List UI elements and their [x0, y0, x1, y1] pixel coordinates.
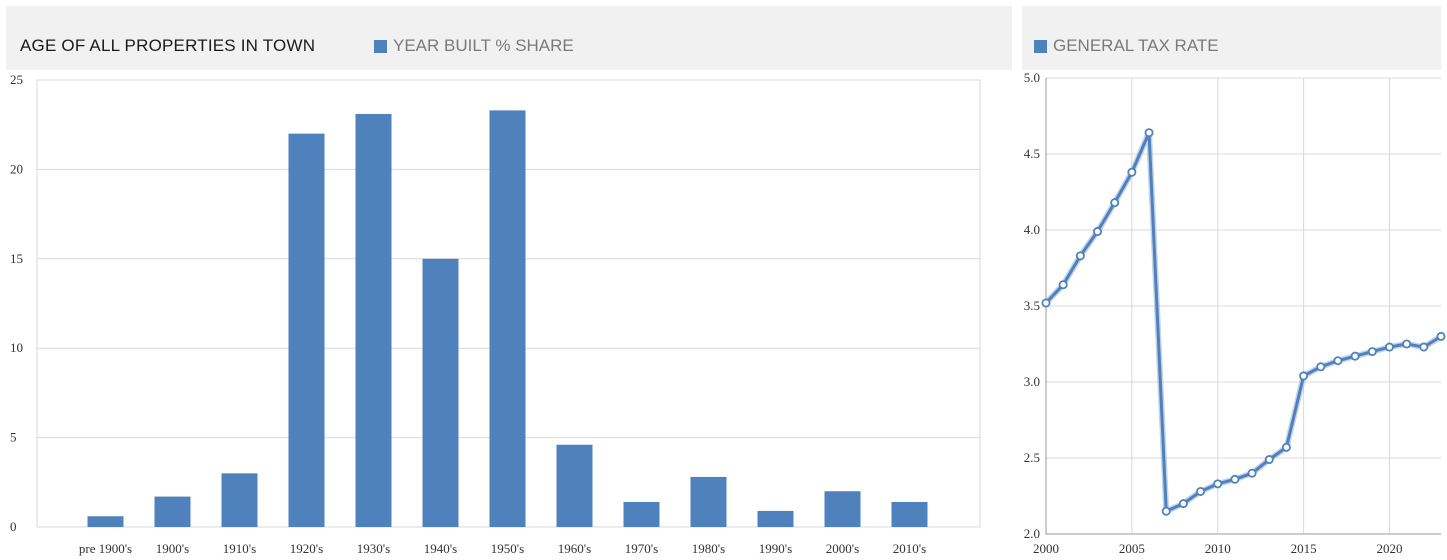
line-legend-label: GENERAL TAX RATE — [1053, 36, 1219, 55]
bar — [221, 473, 258, 527]
tax-rate-point — [1436, 331, 1446, 341]
line-x-tick-label: 2010 — [1205, 541, 1231, 556]
tax-rate-point — [1299, 371, 1309, 381]
bar — [154, 496, 191, 527]
tax-rate-point — [1247, 468, 1257, 478]
line-y-tick-label: 3.0 — [1024, 374, 1040, 389]
tax-rate-point — [1367, 347, 1377, 357]
tax-rate-point — [1144, 128, 1154, 138]
bar-y-tick-label: 5 — [10, 430, 17, 445]
tax-rate-point — [1350, 351, 1360, 361]
bar-x-tick-label: 1920's — [290, 541, 323, 556]
bar — [891, 501, 928, 527]
bar-x-tick-label: 1940's — [424, 541, 457, 556]
bar-chart-legend: YEAR BUILT % SHARE — [374, 36, 574, 56]
tax-rate-point — [1058, 280, 1068, 290]
line-x-tick-label: 2000 — [1033, 541, 1059, 556]
bar-x-tick-label: 1930's — [357, 541, 390, 556]
bar-y-tick-label: 25 — [10, 72, 23, 87]
bar-y-tick-label: 10 — [10, 340, 23, 355]
bar — [288, 133, 325, 527]
line-chart-legend: GENERAL TAX RATE — [1034, 36, 1219, 56]
bar-legend-swatch — [374, 39, 387, 53]
tax-rate-point — [1041, 298, 1051, 308]
line-x-tick-label: 2005 — [1119, 541, 1145, 556]
bar — [556, 444, 593, 527]
tax-rate-point — [1402, 339, 1412, 349]
tax-rate-point — [1161, 506, 1171, 516]
line-y-tick-label: 3.5 — [1024, 298, 1040, 313]
line-y-tick-label: 5.0 — [1024, 70, 1040, 85]
line-y-tick-label: 2.0 — [1024, 526, 1040, 541]
line-x-tick-label: 2020 — [1376, 541, 1402, 556]
tax-rate-point — [1110, 198, 1120, 208]
bar-x-tick-label: 1990's — [759, 541, 792, 556]
bar-x-tick-label: 2010's — [893, 541, 926, 556]
line-x-tick-label: 2015 — [1291, 541, 1317, 556]
tax-rate-point — [1196, 486, 1206, 496]
line-y-tick-label: 4.5 — [1024, 146, 1040, 161]
tax-rate-point — [1230, 474, 1240, 484]
tax-rate-point — [1213, 479, 1223, 489]
bar — [355, 113, 392, 528]
tax-rate-line — [1044, 131, 1442, 513]
bar-chart: 0 5 10 15 20 25 pre 1900's 1900's 1910's 1920's 19… — [10, 72, 981, 556]
bar — [690, 476, 727, 527]
bar-y-tick-label: 0 — [10, 519, 17, 534]
line-legend-swatch — [1034, 39, 1047, 53]
bar-x-tick-label: 1970's — [625, 541, 658, 556]
bar-x-tick-label: 2000's — [826, 541, 859, 556]
bar-x-tick-label: 1910's — [223, 541, 256, 556]
bar-y-tick-label: 20 — [10, 161, 23, 176]
bar-x-tick-label: 1980's — [692, 541, 725, 556]
bar — [757, 510, 794, 527]
bar-x-tick-label: 1900's — [156, 541, 189, 556]
bar-x-tick-label: 1950's — [491, 541, 524, 556]
tax-rate-point — [1419, 342, 1429, 352]
bar — [489, 110, 526, 527]
bar-x-tick-label: pre 1900's — [79, 541, 132, 556]
bar-legend-label: YEAR BUILT % SHARE — [393, 36, 574, 55]
bar — [824, 491, 861, 527]
line-y-tick-label: 4.0 — [1024, 222, 1040, 237]
bar-chart-header: AGE OF ALL PROPERTIES IN TOWN YEAR BUILT… — [6, 6, 1012, 70]
bar-y-tick-label: 15 — [10, 251, 23, 266]
tax-rate-point — [1384, 342, 1394, 352]
tax-rate-point — [1281, 442, 1291, 452]
tax-rate-point — [1316, 362, 1326, 372]
bar-chart-title: AGE OF ALL PROPERTIES IN TOWN — [20, 36, 316, 55]
tax-rate-point — [1127, 167, 1137, 177]
tax-rate-point — [1178, 499, 1188, 509]
tax-rate-point — [1264, 455, 1274, 465]
tax-rate-line-shadow — [1043, 129, 1443, 515]
bar — [87, 516, 124, 527]
tax-rate-point — [1333, 356, 1343, 366]
bar-x-tick-label: 1960's — [558, 541, 591, 556]
bar — [422, 258, 459, 527]
tax-rate-point — [1075, 251, 1085, 261]
line-chart-header: GENERAL TAX RATE — [1022, 6, 1441, 70]
tax-rate-point — [1093, 227, 1103, 237]
line-chart: 2.0 2.5 3.0 3.5 4.0 4.5 5.0 2000 2005 2010 2015 202… — [1024, 70, 1446, 556]
line-y-tick-label: 2.5 — [1024, 450, 1040, 465]
bar — [623, 501, 660, 527]
